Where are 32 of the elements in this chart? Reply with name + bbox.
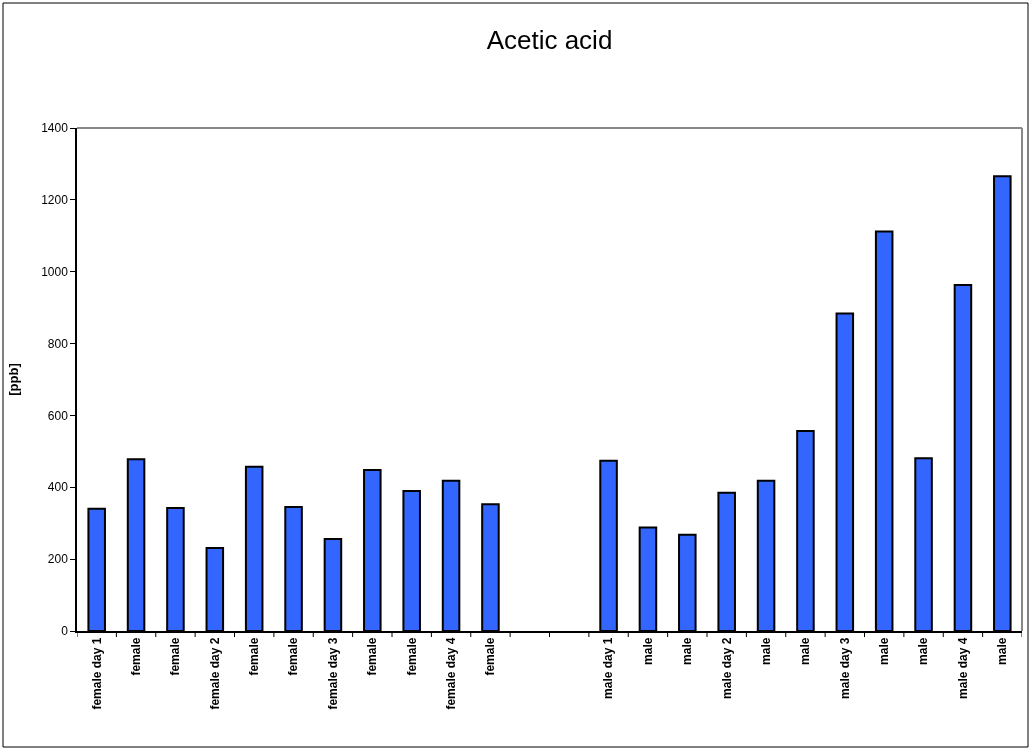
x-tick-label: female [365, 637, 380, 676]
x-tick-label: male [798, 637, 813, 665]
chart-title: Acetic acid [486, 25, 613, 56]
x-tick-label: male [758, 637, 773, 665]
x-tick-label: male [995, 637, 1010, 665]
x-tick-label: male day 1 [601, 637, 616, 699]
x-tick-label: male day 3 [837, 637, 852, 699]
x-tick-label: female [128, 637, 143, 676]
x-tick-label: male day 4 [955, 637, 970, 699]
y-tick-label: 1400 [41, 121, 69, 136]
y-tick-label: 1000 [41, 264, 69, 279]
x-tick-label: male [916, 637, 931, 665]
x-tick-label: female [247, 637, 262, 676]
x-tick-label: female [404, 637, 419, 676]
x-tick-label: female day 2 [207, 637, 222, 710]
x-tick-label: male [877, 637, 892, 665]
x-tick-label: female day 4 [443, 637, 458, 710]
x-tick-label: male [640, 637, 655, 665]
x-tick-label: male day 2 [719, 637, 734, 699]
y-tick-label: 800 [47, 336, 69, 351]
y-tick-label: 1200 [41, 193, 69, 208]
x-tick-label: female day 3 [325, 637, 340, 710]
y-tick-label: 200 [47, 552, 69, 567]
x-tick-label: female day 1 [89, 637, 104, 710]
y-axis-title: [ppb] [5, 363, 21, 396]
y-tick-label: 400 [47, 480, 69, 495]
x-tick-label: female [483, 637, 498, 676]
x-tick-label: female [286, 637, 301, 676]
y-tick-label: 0 [61, 624, 69, 639]
x-tick-label: female [168, 637, 183, 676]
x-tick-label: male [680, 637, 695, 665]
y-tick-label: 600 [47, 408, 69, 423]
